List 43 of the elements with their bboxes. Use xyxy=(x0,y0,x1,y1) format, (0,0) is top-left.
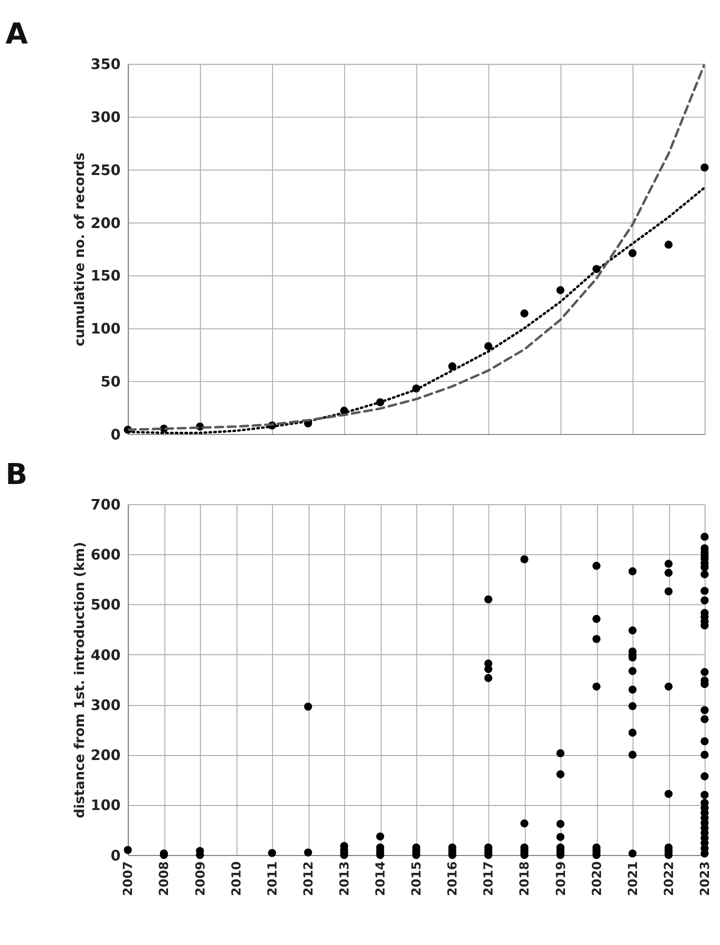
x-tick-label: 2020 xyxy=(588,860,604,896)
x-tick-label: 2014 xyxy=(372,860,388,896)
point xyxy=(628,249,637,258)
x-tick-label: 2013 xyxy=(336,861,352,896)
point xyxy=(484,342,492,350)
y-tick-label: 100 xyxy=(90,322,121,338)
y-tick-label: 50 xyxy=(100,374,121,390)
y-tick-label: 0 xyxy=(110,848,121,864)
point xyxy=(700,163,709,172)
x-tick-label: 2007 xyxy=(120,861,136,896)
x-tick-label: 2019 xyxy=(552,861,568,896)
y-tick-label: 250 xyxy=(90,162,121,179)
x-tick-label: 2011 xyxy=(264,861,280,896)
y-tick-label: 350 xyxy=(90,57,121,74)
x-tick-label: 2010 xyxy=(228,860,244,896)
y-tick-label: 300 xyxy=(90,698,121,714)
x-tick-label: 2008 xyxy=(156,861,172,896)
y-tick-label: 500 xyxy=(90,598,121,614)
chart-title: A xyxy=(5,16,28,51)
y-tick-label: 600 xyxy=(90,548,121,564)
chart-title: B xyxy=(5,456,28,491)
y-tick-label: 400 xyxy=(90,648,121,664)
x-tick-label: 2016 xyxy=(444,860,460,896)
y-tick-label: 300 xyxy=(90,110,121,126)
point xyxy=(664,240,673,249)
x-tick-label: 2009 xyxy=(192,861,208,896)
x-tick-label: 2023 xyxy=(696,861,712,896)
y-tick-label: 0 xyxy=(110,427,121,444)
y-tick-label: 150 xyxy=(90,268,121,285)
y-tick-label: 700 xyxy=(90,497,121,514)
point xyxy=(556,286,564,294)
x-tick-label: 2017 xyxy=(480,861,496,896)
y-tick-label: 200 xyxy=(90,216,121,232)
x-tick-label: 2021 xyxy=(624,861,640,896)
y-axis-title: cumulative no. of records xyxy=(72,152,88,346)
point xyxy=(520,309,528,318)
x-tick-label: 2012 xyxy=(300,861,316,896)
x-tick-label: 2022 xyxy=(660,861,676,896)
x-tick-label: 2015 xyxy=(408,861,424,896)
y-tick-label: 100 xyxy=(90,798,121,814)
y-axis-title: distance from 1st. introduction (km) xyxy=(72,542,88,818)
y-tick-label: 200 xyxy=(90,748,121,764)
x-tick-label: 2018 xyxy=(516,861,532,896)
